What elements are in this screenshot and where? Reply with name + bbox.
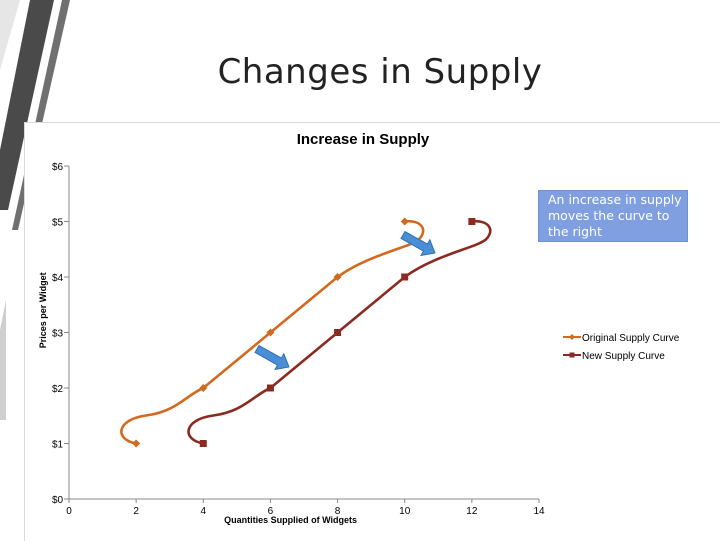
chart-svg: $0 $1 $2 $3 $4 $5 $6 0 2 4 6 8 10 12 14 Quantities Supp… (38, 162, 680, 525)
shift-arrow-lower (254, 344, 290, 371)
data-point-new (468, 218, 476, 225)
data-point-original (132, 439, 141, 448)
x-tick-label: 4 (201, 506, 207, 517)
legend-marker (569, 352, 575, 358)
legend-label: New Supply Curve (582, 351, 665, 362)
chart-frame: Increase in Supply $0 $1 $2 $3 $4 $5 $6 0 2 4 6 8 10… (24, 122, 720, 541)
callout-box: An increase in supply moves the curve to… (538, 190, 688, 242)
y-tick-label: $5 (52, 218, 64, 229)
y-tick-label: $6 (52, 162, 64, 173)
slide-title: Changes in Supply (217, 52, 543, 92)
data-point-new (199, 440, 207, 447)
y-tick-label: $3 (52, 329, 64, 340)
x-tick-label: 6 (268, 506, 274, 517)
x-tick-label: 12 (466, 506, 478, 517)
data-point-original (199, 384, 208, 392)
y-axis-title: Prices per Widget (38, 272, 48, 348)
x-tick-label: 10 (399, 506, 411, 517)
y-tick-label: $4 (52, 273, 64, 284)
x-tick-label: 2 (133, 506, 139, 517)
legend-marker (569, 334, 575, 340)
data-point-original (400, 217, 409, 226)
data-point-new (334, 329, 342, 336)
data-point-new (401, 273, 409, 281)
x-tick-label: 0 (66, 506, 72, 517)
data-point-original (266, 328, 275, 337)
shift-arrow-upper (400, 230, 436, 257)
chart-title: Increase in Supply (296, 131, 430, 148)
y-tick-label: $1 (52, 440, 64, 451)
x-axis-title: Quantities Supplied of Widgets (224, 515, 357, 525)
y-tick-label: $0 (52, 495, 64, 506)
x-tick-label: 8 (335, 506, 341, 517)
legend-label: Original Supply Curve (582, 333, 680, 344)
x-tick-label: 14 (533, 506, 545, 517)
data-point-new (266, 384, 274, 392)
y-tick-label: $2 (52, 384, 64, 395)
data-point-original (333, 273, 342, 281)
